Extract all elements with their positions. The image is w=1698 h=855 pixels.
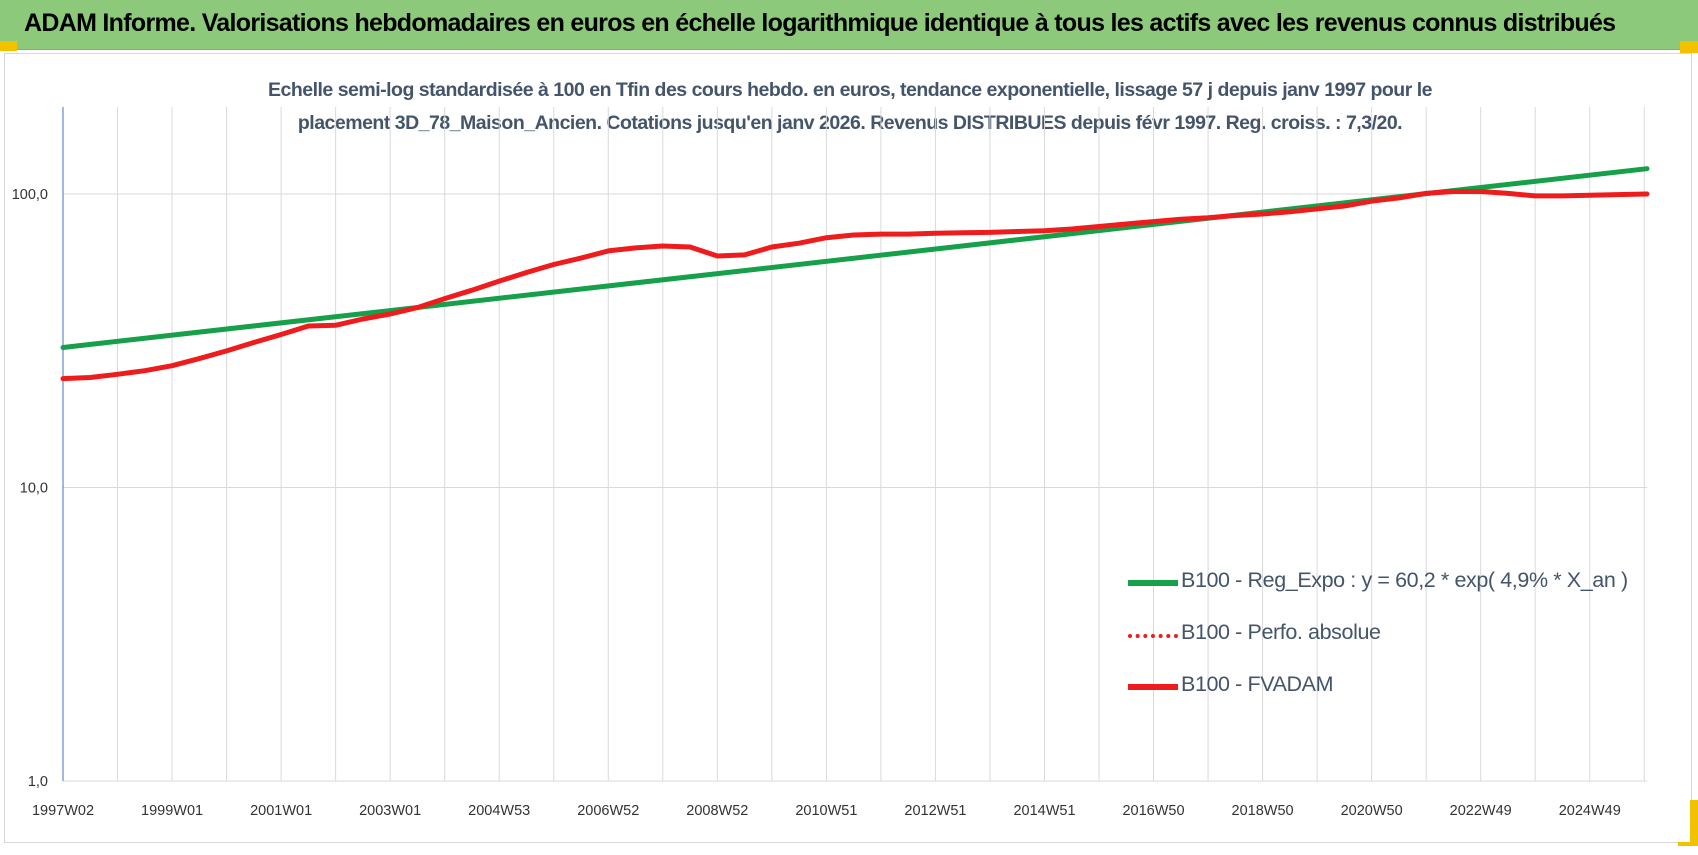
corner-marker-top-left xyxy=(0,41,17,51)
y-tick-label: 100,0 xyxy=(12,187,48,203)
y-tick-label: 10,0 xyxy=(20,481,48,497)
x-tick-label: 2010W51 xyxy=(795,803,857,819)
x-tick-label: 2012W51 xyxy=(904,803,966,819)
x-tick-label: 2008W52 xyxy=(686,803,748,819)
x-tick-label: 2004W53 xyxy=(468,803,530,819)
x-tick-label: 1999W01 xyxy=(141,803,203,819)
corner-marker-bottom-right xyxy=(1690,800,1698,846)
legend-swatch-fvadam xyxy=(1128,684,1178,690)
chart-subtitle-line-1: Echelle semi-log standardisée à 100 en T… xyxy=(267,79,1433,101)
banner-title: ADAM Informe. Valorisations hebdomadaire… xyxy=(24,9,1616,37)
x-tick-label: 2006W52 xyxy=(577,803,639,819)
x-tick-label: 2022W49 xyxy=(1450,803,1512,819)
corner-marker-top-right xyxy=(1680,41,1698,53)
chart-subtitle: Echelle semi-log standardisée à 100 en T… xyxy=(200,74,1500,140)
legend-label-fvadam: B100 - FVADAM xyxy=(1181,672,1334,696)
legend-label-perfo: B100 - Perfo. absolue xyxy=(1181,620,1381,644)
legend-swatch-perfo xyxy=(1128,634,1178,638)
series-line-2 xyxy=(60,189,1650,382)
chart-frame xyxy=(4,53,1692,843)
chart-subtitle-line-2: placement 3D_78_Maison_Ancien. Cotations… xyxy=(297,112,1403,134)
x-tick-label: 2018W50 xyxy=(1232,803,1294,819)
x-tick-label: 2014W51 xyxy=(1013,803,1075,819)
x-tick-label: 2016W50 xyxy=(1122,803,1184,819)
x-tick-label: 2001W01 xyxy=(250,803,312,819)
legend-label-regression: B100 - Reg_Expo : y = 60,2 * exp( 4,9% *… xyxy=(1181,568,1628,592)
banner: ADAM Informe. Valorisations hebdomadaire… xyxy=(0,0,1698,50)
y-tick-label: 1,0 xyxy=(28,774,48,790)
corner-marker-bottom-right-base xyxy=(1678,842,1698,846)
legend-swatch-regression xyxy=(1128,580,1178,586)
x-tick-label: 2020W50 xyxy=(1341,803,1403,819)
x-tick-label: 2003W01 xyxy=(359,803,421,819)
x-tick-label: 2024W49 xyxy=(1559,803,1621,819)
x-tick-label: 1997W02 xyxy=(32,803,94,819)
